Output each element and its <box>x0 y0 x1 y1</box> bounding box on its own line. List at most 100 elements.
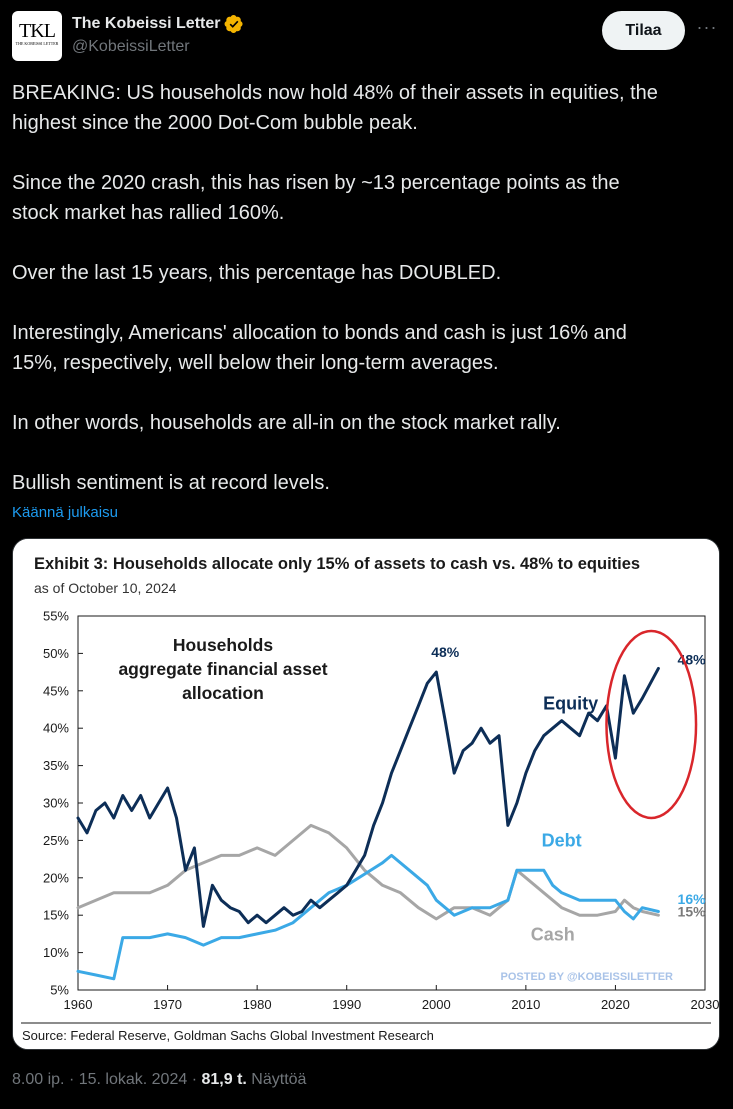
verified-checkmark <box>230 20 239 28</box>
more-options-icon[interactable]: ··· <box>696 17 718 37</box>
y-tick-label: 25% <box>43 833 69 848</box>
data-point-equity <box>614 757 617 759</box>
series-line-cash <box>76 823 660 921</box>
tweet-paragraph: Interestingly, Americans' allocation to … <box>12 318 724 378</box>
y-tick-label: 45% <box>43 683 69 698</box>
data-point-equity <box>534 749 536 752</box>
data-point-equity <box>462 749 465 752</box>
author-handle[interactable]: @KobeissiLetter <box>72 38 190 55</box>
data-point-equity <box>86 832 88 834</box>
data-point-equity <box>641 697 644 700</box>
data-point-debt <box>238 936 240 939</box>
data-point-equity <box>265 921 267 924</box>
data-point-debt <box>220 936 223 939</box>
data-point-debt <box>77 970 79 973</box>
data-point-cash <box>345 847 348 849</box>
data-point-debt <box>435 899 438 901</box>
data-point-debt <box>596 899 599 901</box>
data-point-equity <box>175 817 178 819</box>
data-point-equity <box>139 794 142 797</box>
data-point-debt <box>641 906 644 909</box>
data-point-debt <box>632 918 635 920</box>
y-tick-label: 20% <box>43 870 69 885</box>
views-label: Näyttöä <box>251 1071 307 1088</box>
data-point-debt <box>657 910 660 913</box>
data-point-debt <box>471 906 473 909</box>
data-point-equity <box>623 675 626 677</box>
tweet-line: Since the 2020 crash, this has risen by … <box>12 172 620 194</box>
data-point-equity <box>301 910 303 913</box>
x-tick-label: 1990 <box>332 997 361 1012</box>
data-point-debt <box>184 936 187 939</box>
data-point-debt <box>543 869 545 872</box>
post-date[interactable]: 15. lokak. 2024 <box>78 1071 188 1088</box>
data-point-cash <box>202 862 205 864</box>
data-point-equity <box>444 719 447 722</box>
data-point-cash <box>148 892 151 894</box>
data-point-equity <box>283 906 285 909</box>
data-point-debt <box>292 921 294 924</box>
data-point-cash <box>238 854 240 857</box>
data-point-debt <box>426 884 429 887</box>
tweet-header: TKL THE KOBEISSI LETTER The Kobeissi Let… <box>0 0 733 70</box>
y-tick-label: 15% <box>43 908 69 923</box>
data-point-cash <box>363 869 366 872</box>
data-point-debt <box>363 873 366 875</box>
author-display-name[interactable]: The Kobeissi Letter <box>72 15 221 32</box>
data-point-cash <box>596 914 599 916</box>
meta-separator: · <box>191 1071 198 1088</box>
data-point-equity <box>569 727 572 729</box>
data-point-cash <box>417 906 420 909</box>
data-point-equity <box>310 899 312 901</box>
data-label: 48% <box>431 644 460 660</box>
series-label-equity: Equity <box>543 694 598 714</box>
data-point-cash <box>632 906 635 909</box>
chart-title: Exhibit 3: Households allocate only 15% … <box>34 555 640 573</box>
y-axis-ticks: 5% 10% 15% 20% 25% 30% 35% 40% 45% 50% 55% <box>43 609 83 998</box>
chart-annotations: 48% 48%16%15% <box>431 629 706 920</box>
data-point-cash <box>381 884 384 887</box>
data-point-debt <box>578 899 581 901</box>
data-point-cash <box>614 910 617 913</box>
data-point-equity <box>238 910 240 913</box>
data-point-equity <box>507 824 509 827</box>
data-point-cash <box>543 892 545 894</box>
data-point-cash <box>525 877 527 879</box>
data-point-equity <box>587 712 590 714</box>
x-tick-label: 2010 <box>511 997 540 1012</box>
y-tick-label: 40% <box>43 721 69 736</box>
data-point-equity <box>256 914 258 916</box>
data-point-equity <box>122 794 124 797</box>
data-point-cash <box>166 884 169 887</box>
tweet-line: Over the last 15 years, this percentage … <box>12 262 502 284</box>
data-point-equity <box>193 847 196 849</box>
post-time[interactable]: 8.00 ip. <box>12 1071 65 1088</box>
x-tick-label: 1980 <box>243 997 272 1012</box>
data-point-debt <box>525 869 527 872</box>
data-point-equity <box>104 802 106 804</box>
tweet-media-image[interactable]: Exhibit 3: Households allocate only 15% … <box>12 538 720 1050</box>
data-point-equity <box>113 817 115 819</box>
translate-post-link[interactable]: Käännä julkaisu <box>12 504 118 521</box>
data-point-debt <box>489 906 491 909</box>
data-point-debt <box>148 936 151 939</box>
data-point-debt <box>453 914 456 916</box>
x-tick-label: 2000 <box>422 997 451 1012</box>
y-tick-label: 35% <box>43 758 69 773</box>
data-point-equity <box>372 824 375 827</box>
data-point-equity <box>480 727 482 729</box>
y-tick-label: 55% <box>43 609 69 624</box>
data-point-cash <box>453 906 456 909</box>
tweet-paragraph: Since the 2020 crash, this has risen by … <box>12 168 724 228</box>
avatar[interactable]: TKL THE KOBEISSI LETTER <box>12 11 62 61</box>
y-tick-label: 5% <box>50 983 69 998</box>
data-point-cash <box>310 824 312 827</box>
series-layer: Cash Debt Equity <box>76 666 660 981</box>
tweet-line: highest since the 2000 Dot-Com bubble pe… <box>12 112 418 134</box>
data-point-debt <box>166 933 169 935</box>
subscribe-button[interactable]: Tilaa <box>602 11 685 50</box>
data-point-debt <box>130 936 133 939</box>
tweet-line: stock market has rallied 160%. <box>12 202 285 224</box>
data-point-cash <box>95 899 97 901</box>
data-point-cash <box>623 899 626 901</box>
